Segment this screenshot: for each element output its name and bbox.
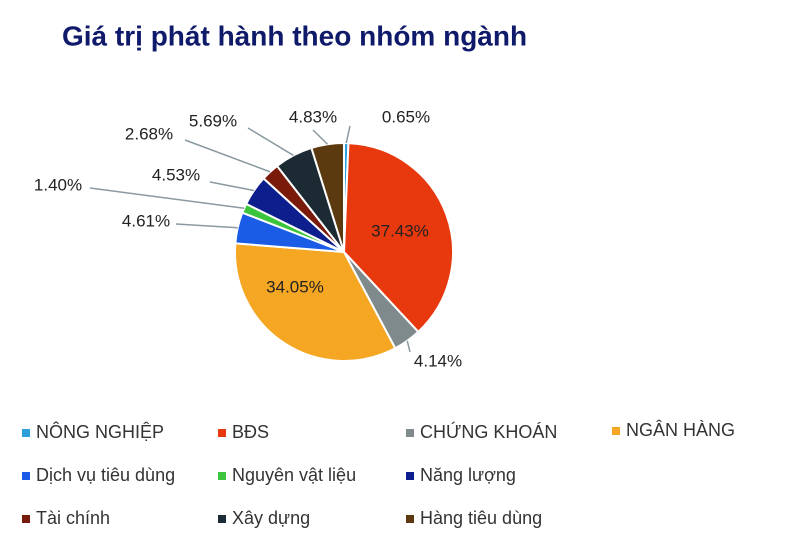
chart-title: Giá trị phát hành theo nhóm ngành bbox=[62, 20, 527, 51]
legend-swatch bbox=[22, 515, 30, 523]
legend-label: NGÂN HÀNG bbox=[626, 420, 735, 440]
legend-swatch bbox=[612, 427, 620, 435]
leader-line bbox=[175, 223, 238, 229]
legend-label: CHỨNG KHOÁN bbox=[420, 421, 557, 442]
leader-line bbox=[89, 187, 245, 210]
legend-swatch bbox=[406, 429, 414, 437]
pie-slice bbox=[342, 142, 454, 334]
legend-swatch bbox=[218, 429, 226, 437]
data-label: 4.83% bbox=[289, 107, 337, 126]
pie-slice bbox=[234, 242, 397, 362]
leader-line bbox=[247, 127, 294, 157]
data-label: 5.69% bbox=[189, 111, 237, 130]
data-label: 37.43% bbox=[371, 221, 429, 240]
data-label: 4.14% bbox=[414, 351, 462, 370]
pie-slice bbox=[310, 141, 345, 253]
leader-line bbox=[312, 129, 329, 145]
legend-label: Năng lượng bbox=[420, 465, 516, 485]
legend-label: NÔNG NGHIỆP bbox=[36, 421, 164, 442]
legend-label: Hàng tiêu dùng bbox=[420, 508, 542, 528]
legend-swatch bbox=[22, 429, 30, 437]
legend-swatch bbox=[406, 515, 414, 523]
legend-label: Tài chính bbox=[36, 508, 110, 528]
legend-swatch bbox=[218, 472, 226, 480]
data-label: 1.40% bbox=[34, 175, 82, 194]
leader-line bbox=[406, 340, 411, 353]
leader-line bbox=[184, 139, 271, 173]
leader-line bbox=[345, 125, 351, 144]
legend-swatch bbox=[22, 472, 30, 480]
legend-label: Nguyên vật liệu bbox=[232, 465, 356, 485]
data-label: 0.65% bbox=[382, 107, 430, 126]
data-label: 4.53% bbox=[152, 165, 200, 184]
legend-swatch bbox=[406, 472, 414, 480]
legend-swatch bbox=[218, 515, 226, 523]
leader-line bbox=[209, 181, 255, 192]
data-label: 4.61% bbox=[122, 211, 170, 230]
legend-label: Xây dựng bbox=[232, 508, 310, 528]
legend-label: BĐS bbox=[232, 422, 269, 442]
data-label: 2.68% bbox=[125, 124, 173, 143]
data-label: 34.05% bbox=[266, 277, 324, 296]
legend-label: Dịch vụ tiêu dùng bbox=[36, 465, 175, 485]
